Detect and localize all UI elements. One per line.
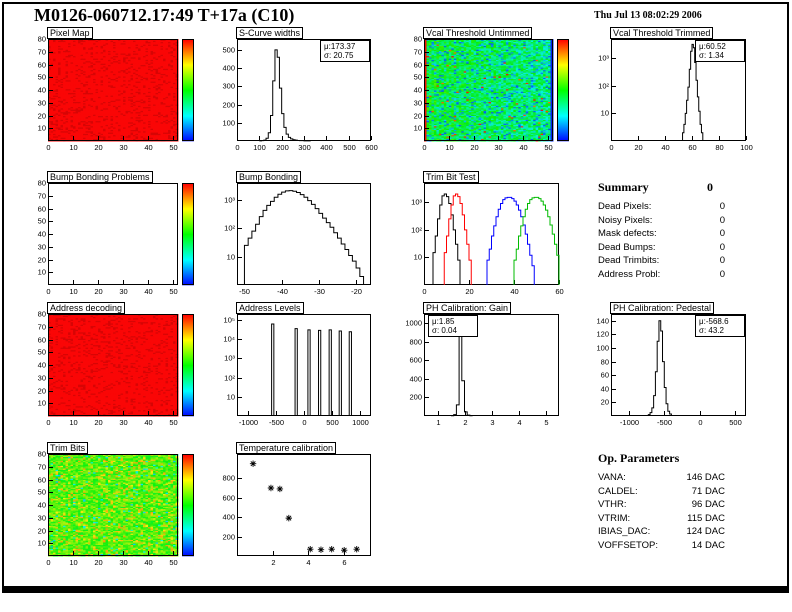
plot-title-ph-gain: PH Calibration: Gain xyxy=(423,302,512,314)
plot-temperature-calibration: Temperature calibration xyxy=(211,442,378,569)
address-levels-canvas xyxy=(211,309,378,429)
summary-row-value: 0 xyxy=(719,268,725,280)
summary-heading-label: Summary xyxy=(598,180,649,194)
stats-mean: μ:1.85 xyxy=(432,317,455,326)
op-parameter-label: VTRIM: xyxy=(598,512,631,524)
summary-row-value: 0 xyxy=(719,255,725,266)
bump-problems-canvas xyxy=(22,178,214,298)
op-parameter-value: 71 DAC xyxy=(691,485,725,497)
op-parameter-label: IBIAS_DAC: xyxy=(598,526,651,537)
summary-heading: Summary 0 xyxy=(598,180,725,195)
op-parameter-value: 115 DAC xyxy=(687,512,725,524)
op-parameter-label: VANA: xyxy=(598,472,626,483)
plot-title-bump-bonding: Bump Bonding xyxy=(236,171,302,183)
plot-title-scurve-widths: S-Curve widths xyxy=(236,27,304,39)
op-parameter-value: 146 DAC xyxy=(686,472,725,483)
stats-box: μ:-568.6 σ: 43.2 xyxy=(695,315,745,337)
page-title: M0126-060712.17:49 T+17a (C10) xyxy=(34,5,295,25)
summary-row-label: Dead Pixels: xyxy=(598,201,652,212)
op-parameter-row: IBIAS_DAC: 124 DAC xyxy=(598,525,725,539)
temperature-canvas xyxy=(211,449,378,569)
summary-row-value: 0 xyxy=(719,228,725,239)
summary-row-label: Address Probl: xyxy=(598,268,661,280)
op-parameter-label: VTHR: xyxy=(598,499,627,510)
plot-bump-bonding-problems: Bump Bonding Problems xyxy=(22,171,214,298)
trim-bits-canvas xyxy=(22,449,214,569)
summary-panel: Summary 0 Dead Pixels: 0 Noisy Pixels: 0 M… xyxy=(598,180,725,281)
op-parameter-label: VOFFSETOP: xyxy=(598,539,659,551)
stats-box: μ:60.52 σ: 1.34 xyxy=(695,40,745,62)
op-parameters-heading-label: Op. Parameters xyxy=(598,451,680,465)
plot-ph-calibration-pedestal: PH Calibration: Pedestal μ:-568.6 σ: 43.… xyxy=(585,302,753,429)
op-parameter-value: 96 DAC xyxy=(691,499,725,510)
plot-trim-bit-test: Trim Bit Test xyxy=(398,171,566,298)
op-parameter-row: VTRIM: 115 DAC xyxy=(598,512,725,526)
plot-title-temperature: Temperature calibration xyxy=(236,442,337,454)
plot-title-ph-pedestal: PH Calibration: Pedestal xyxy=(610,302,715,314)
stats-mean: μ:60.52 xyxy=(699,42,726,51)
plot-trim-bits: Trim Bits xyxy=(22,442,214,569)
trim-bit-test-canvas xyxy=(398,178,566,298)
plot-title-trim-bits: Trim Bits xyxy=(47,442,89,454)
stats-mean: μ:173.37 xyxy=(324,42,356,51)
summary-total: 0 xyxy=(707,180,713,194)
summary-row-value: 0 xyxy=(719,214,725,226)
plot-title-pixel-map: Pixel Map xyxy=(47,27,93,39)
summary-row: Address Probl: 0 xyxy=(598,268,725,282)
plot-bump-bonding: Bump Bonding xyxy=(211,171,378,298)
summary-row-label: Dead Bumps: xyxy=(598,241,656,253)
vcal-untrimmed-canvas xyxy=(398,34,589,154)
summary-row-label: Noisy Pixels: xyxy=(598,214,653,226)
stats-box: μ:1.85 σ: 0.04 xyxy=(428,315,478,337)
plot-pixel-map: Pixel Map xyxy=(22,27,214,154)
plot-title-bump-problems: Bump Bonding Problems xyxy=(47,171,153,183)
summary-row-value: 0 xyxy=(719,201,725,212)
op-parameter-row: CALDEL: 71 DAC xyxy=(598,485,725,499)
summary-row-label: Dead Trimbits: xyxy=(598,255,660,266)
stats-sigma: σ: 0.04 xyxy=(432,326,457,335)
plot-title-address-decoding: Address decoding xyxy=(47,302,126,314)
op-parameter-value: 124 DAC xyxy=(686,526,725,537)
op-parameter-row: VANA: 146 DAC xyxy=(598,471,725,485)
timestamp: Thu Jul 13 08:02:29 2006 xyxy=(594,10,702,21)
plot-title-address-levels: Address Levels xyxy=(236,302,304,314)
stats-box: μ:173.37 σ: 20.75 xyxy=(320,40,370,62)
pixel-map-canvas xyxy=(22,34,214,154)
op-parameter-row: VOFFSETOP: 14 DAC xyxy=(598,539,725,553)
plot-address-decoding: Address decoding xyxy=(22,302,214,429)
plot-vcal-threshold-trimmed: Vcal Threshold Trimmed μ:60.52 σ: 1.34 xyxy=(585,27,753,154)
summary-row: Dead Pixels: 0 xyxy=(598,200,725,214)
op-parameter-value: 14 DAC xyxy=(691,539,725,551)
plot-title-vcal-trimmed: Vcal Threshold Trimmed xyxy=(610,27,714,39)
op-parameters-panel: Op. Parameters VANA: 146 DAC CALDEL: 71 DA… xyxy=(598,451,725,552)
summary-row: Dead Trimbits: 0 xyxy=(598,254,725,268)
plot-address-levels: Address Levels xyxy=(211,302,378,429)
summary-row: Dead Bumps: 0 xyxy=(598,241,725,255)
stats-sigma: σ: 20.75 xyxy=(324,51,354,60)
bump-bonding-canvas xyxy=(211,178,378,298)
summary-row-label: Mask defects: xyxy=(598,228,657,239)
op-parameters-heading: Op. Parameters xyxy=(598,451,725,466)
summary-row: Mask defects: 0 xyxy=(598,227,725,241)
plot-ph-calibration-gain: PH Calibration: Gain μ:1.85 σ: 0.04 xyxy=(398,302,566,429)
op-parameter-row: VTHR: 96 DAC xyxy=(598,498,725,512)
plot-scurve-widths: S-Curve widths μ:173.37 σ: 20.75 xyxy=(211,27,378,154)
stats-mean: μ:-568.6 xyxy=(699,317,729,326)
ph-gain-canvas xyxy=(398,309,566,429)
plot-vcal-threshold-untrimmed: Vcal Threshold Untimmed xyxy=(398,27,589,154)
address-decoding-canvas xyxy=(22,309,214,429)
summary-row: Noisy Pixels: 0 xyxy=(598,214,725,228)
op-parameter-label: CALDEL: xyxy=(598,485,638,497)
summary-row-value: 0 xyxy=(719,241,725,253)
stats-sigma: σ: 1.34 xyxy=(699,51,724,60)
stats-sigma: σ: 43.2 xyxy=(699,326,724,335)
plot-title-trim-bit-test: Trim Bit Test xyxy=(423,171,479,183)
plot-title-vcal-untrimmed: Vcal Threshold Untimmed xyxy=(423,27,533,39)
